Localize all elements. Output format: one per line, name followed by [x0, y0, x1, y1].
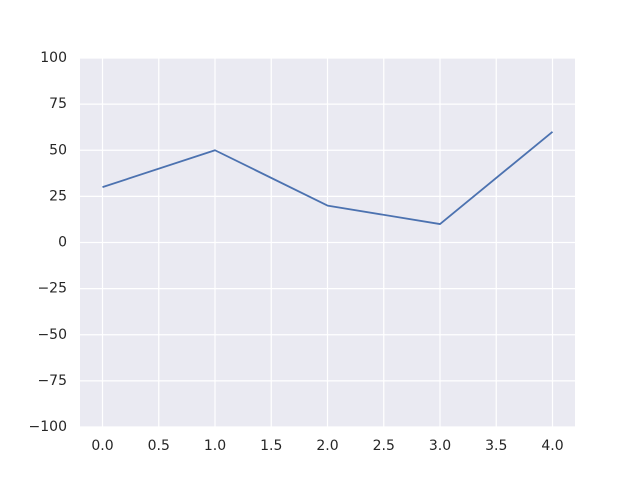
y-tick-label: −75 — [37, 373, 67, 389]
y-tick-label: 75 — [49, 96, 67, 112]
y-tick-label: 50 — [49, 142, 67, 158]
y-tick-label: −25 — [37, 281, 67, 297]
x-tick-label: 0.0 — [91, 438, 113, 454]
x-tick-label: 3.5 — [485, 438, 507, 454]
y-tick-label: 25 — [49, 188, 67, 204]
x-tick-label: 1.0 — [204, 438, 226, 454]
x-tick-label: 4.0 — [541, 438, 563, 454]
y-tick-label: −100 — [29, 419, 67, 435]
y-tick-label: 0 — [58, 235, 67, 251]
y-tick-label: 100 — [40, 50, 67, 66]
data-line — [102, 131, 554, 225]
x-tick-label: 3.0 — [429, 438, 451, 454]
x-tick-label: 0.5 — [148, 438, 170, 454]
y-tick-label: −50 — [37, 327, 67, 343]
x-tick-label: 2.5 — [373, 438, 395, 454]
x-tick-label: 2.0 — [316, 438, 338, 454]
x-tick-label: 1.5 — [260, 438, 282, 454]
